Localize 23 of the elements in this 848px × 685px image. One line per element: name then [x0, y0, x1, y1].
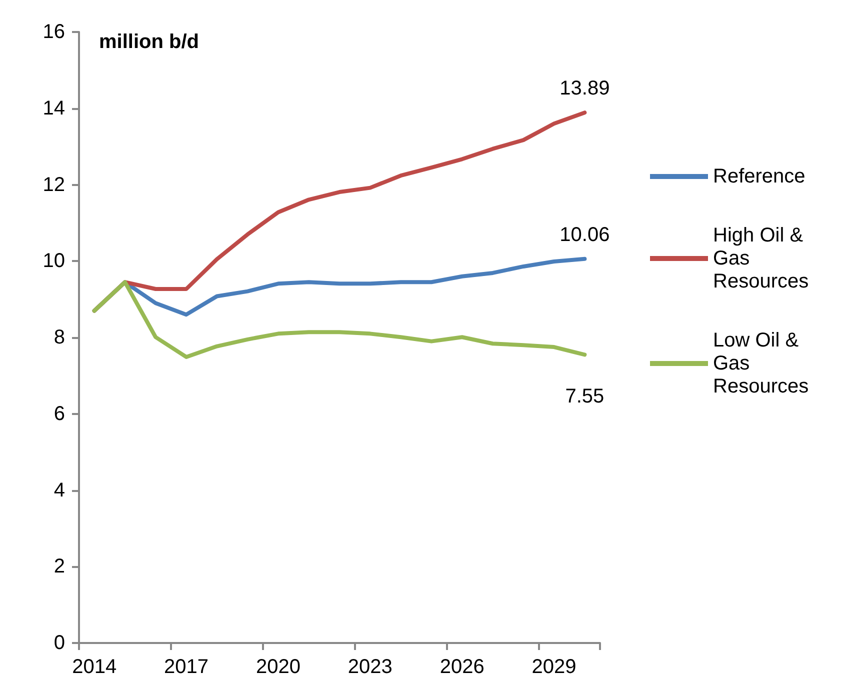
y-tick-label: 16 [42, 21, 65, 43]
y-tick-label: 10 [42, 250, 65, 272]
y-tick-label: 12 [42, 174, 65, 196]
y-tick-label: 4 [54, 479, 65, 502]
x-tick-label: 2017 [164, 656, 209, 678]
x-tick-label: 2029 [532, 656, 576, 678]
y-tick-label: 0 [54, 632, 65, 654]
legend-label: Reference [713, 166, 806, 188]
legend-label: Low Oil & Gas Resources [713, 330, 809, 398]
x-tick-label: 2020 [256, 656, 300, 678]
data-label: 7.55 [565, 386, 604, 408]
y-tick-label: 6 [54, 402, 65, 425]
y-axis-title: million b/d [99, 31, 199, 53]
y-tick-label: 2 [54, 556, 65, 578]
legend-label: High Oil & Gas Resources [713, 224, 809, 292]
y-tick-label: 8 [54, 326, 65, 348]
x-tick-label: 2014 [72, 656, 117, 678]
data-label: 13.89 [560, 78, 610, 100]
x-tick-label: 2026 [440, 656, 484, 678]
x-tick-label: 2023 [348, 656, 392, 678]
data-label: 10.06 [560, 224, 610, 246]
y-tick-label: 14 [42, 97, 65, 120]
line-series [92, 280, 587, 359]
